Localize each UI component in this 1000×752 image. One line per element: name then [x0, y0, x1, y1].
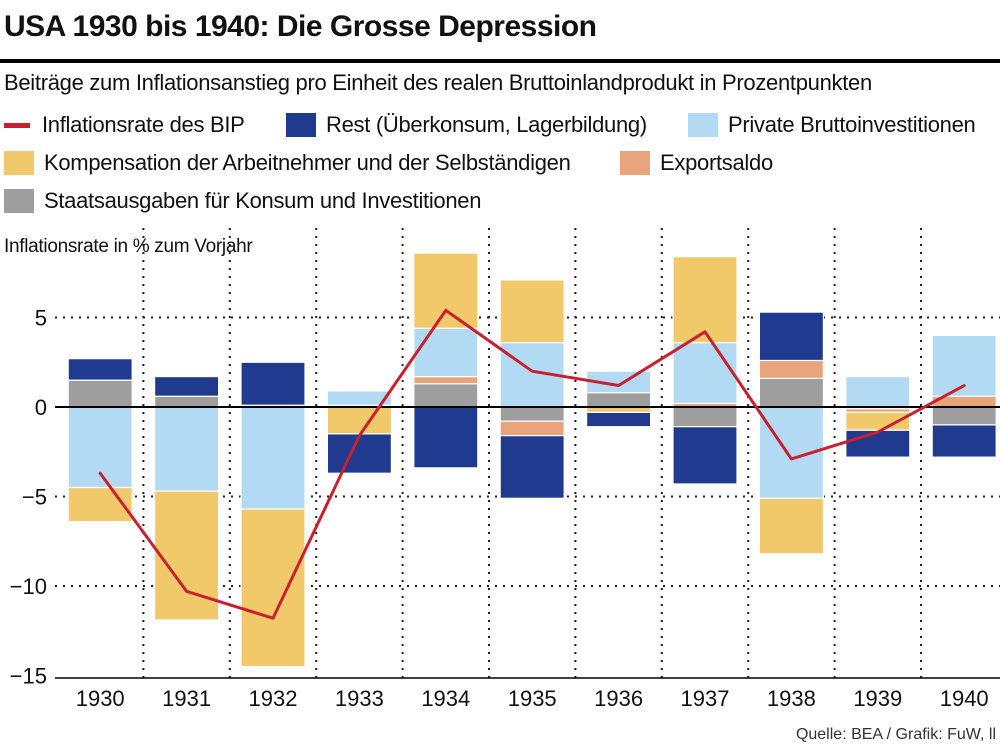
legend-swatch-export [620, 151, 650, 175]
bar-segment [585, 411, 652, 428]
legend-label-government: Staatsausgaben für Konsum und Investitio… [44, 188, 482, 213]
bar-segment [67, 358, 133, 381]
bar-segment [845, 429, 911, 458]
legend-label-investment: Private Bruttoinvestitionen [728, 112, 976, 137]
x-tick-label: 1930 [76, 686, 125, 711]
bar-segment [672, 256, 738, 344]
y-axis-label: Inflationsrate in % zum Vorjahr [4, 236, 253, 257]
legend-label-export: Exportsaldo [660, 150, 773, 175]
x-tick-label: 1939 [853, 686, 902, 711]
legend-swatch-compensation [4, 151, 34, 175]
source-note: Quelle: BEA / Grafik: FuW, ll [795, 726, 996, 743]
bar-segment [240, 406, 306, 510]
chart-title: USA 1930 bis 1940: Die Grosse Depression [4, 10, 597, 43]
y-tick-label: 5 [35, 306, 47, 331]
bar-segment [672, 426, 738, 485]
legend-item-rest: Rest (Überkonsum, Lagerbildung) [286, 112, 647, 138]
y-tick-label: −5 [22, 485, 47, 510]
bar-segment [413, 383, 479, 408]
legend-swatch-rest [286, 113, 316, 137]
legend-swatch-investment [688, 113, 718, 137]
bar-segment [413, 252, 479, 329]
bar-segment [413, 406, 479, 469]
bar-segment [499, 406, 565, 422]
chart-subtitle: Beiträge zum Inflationsanstieg pro Einhe… [4, 70, 872, 95]
bar-segment [240, 361, 306, 406]
x-tick-label: 1935 [508, 686, 557, 711]
bar-segment [499, 435, 565, 499]
bar-segment [758, 377, 825, 408]
legend-label-compensation: Kompensation der Arbeitnehmer und der Se… [44, 150, 571, 175]
y-tick-label: 0 [35, 395, 47, 420]
y-tick-label: −15 [10, 664, 47, 689]
y-tick-label: −10 [10, 574, 47, 599]
legend-item-investment: Private Bruttoinvestitionen [688, 112, 976, 138]
bar-segment [240, 508, 306, 668]
x-tick-label: 1936 [594, 686, 643, 711]
bar-segment [154, 490, 220, 621]
x-tick-label: 1937 [681, 686, 730, 711]
bar-segment [672, 341, 738, 405]
bar-segment [758, 359, 825, 379]
bar-segment [499, 420, 565, 437]
bar-segment [413, 375, 479, 385]
bar-segment [326, 390, 392, 406]
bar-segment [326, 406, 392, 435]
legend-item-government: Staatsausgaben für Konsum und Investitio… [4, 188, 481, 214]
title-rule [0, 59, 1000, 63]
legend-item-compensation: Kompensation der Arbeitnehmer und der Se… [4, 150, 571, 176]
legend-label-inflation: Inflationsrate des BIP [42, 112, 245, 137]
x-tick-label: 1940 [940, 686, 989, 711]
x-tick-label: 1934 [421, 686, 470, 711]
bar-segment [67, 379, 133, 408]
x-tick-label: 1933 [335, 686, 384, 711]
legend-label-rest: Rest (Überkonsum, Lagerbildung) [326, 112, 647, 137]
bar-segment [326, 433, 392, 474]
bar-segment [672, 406, 738, 428]
bar-segment [154, 395, 220, 408]
bar-segment [931, 406, 997, 426]
legend-swatch-inflation [4, 122, 30, 128]
x-tick-label: 1938 [767, 686, 816, 711]
bar-segment [758, 497, 825, 555]
bar-segment [585, 392, 652, 408]
bar-segment [845, 375, 911, 408]
bar-segment [758, 311, 825, 362]
bar-segment [931, 424, 997, 458]
legend-swatch-government [4, 189, 34, 213]
bar-segment [413, 327, 479, 378]
legend-item-inflation: Inflationsrate des BIP [4, 112, 245, 138]
x-tick-label: 1932 [249, 686, 298, 711]
legend-item-export: Exportsaldo [620, 150, 773, 176]
bar-segment [154, 406, 220, 492]
x-tick-label: 1931 [162, 686, 211, 711]
bar-segment [154, 375, 220, 397]
bar-segment [499, 279, 565, 344]
